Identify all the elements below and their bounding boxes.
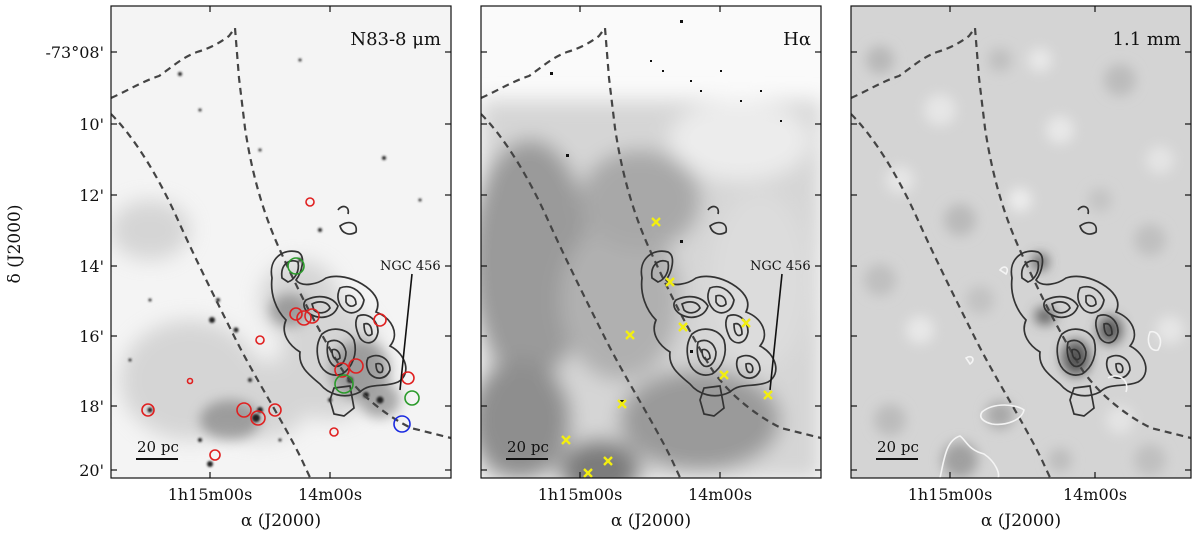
yellow-crosses [561, 217, 773, 478]
x-axis-label-2: α (J2000) [611, 511, 691, 531]
ytick-6: 20' [79, 461, 104, 480]
source-markers [141, 197, 420, 461]
x-tick-labels: 1h15m00s 14m00s 1h15m00s 14m00s 1h15m00s… [168, 485, 1127, 504]
halpha-specks [550, 20, 782, 403]
ytick-5: 18' [79, 397, 104, 416]
panel-label-halpha: Hα [783, 29, 811, 50]
ytick-1: 10' [79, 115, 104, 134]
panel-label-ir: N83-8 μm [350, 29, 441, 50]
panel-label-mm: 1.1 mm [1113, 29, 1181, 50]
panel-halpha: Hα NGC 456 20 pc [480, 5, 822, 479]
x-axis-label-1: α (J2000) [241, 511, 321, 531]
panel-mm: 1.1 mm 20 pc [850, 5, 1192, 479]
annotation-ngc456-ir: NGC 456 [380, 259, 441, 274]
ytick-0: -73°08' [45, 43, 104, 62]
y-axis-label: δ (J2000) [5, 205, 25, 284]
scalebar-ir: 20 pc [137, 438, 179, 456]
xtick-p1-0: 1h15m00s [168, 485, 253, 504]
ytick-2: 12' [79, 186, 104, 205]
mm-noise [864, 46, 1184, 478]
xtick-p2-1: 14m00s [688, 485, 752, 504]
ytick-4: 16' [79, 327, 104, 346]
ytick-3: 14' [79, 257, 104, 276]
white-contours [939, 266, 1162, 478]
xtick-p3-1: 14m00s [1063, 485, 1127, 504]
xtick-p3-0: 1h15m00s [908, 485, 993, 504]
x-axis-label-3: α (J2000) [981, 511, 1061, 531]
scalebar-mm: 20 pc [877, 438, 919, 456]
xtick-p1-1: 14m00s [298, 485, 362, 504]
xtick-p2-0: 1h15m00s [538, 485, 623, 504]
tick-marks [209, 6, 1096, 478]
annotation-ngc456-halpha: NGC 456 [750, 259, 811, 274]
y-tick-labels: -73°08' 10' 12' 14' 16' 18' 20' [45, 43, 104, 480]
panel-ir: N83-8 μm NGC 456 20 pc [110, 5, 452, 479]
scalebar-halpha: 20 pc [507, 438, 549, 456]
